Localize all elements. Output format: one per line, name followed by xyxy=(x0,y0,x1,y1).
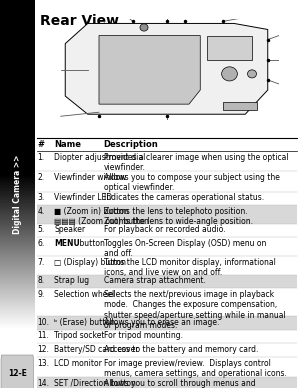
Text: 3.: 3. xyxy=(37,193,44,202)
Text: Allows you to erase an image.: Allows you to erase an image. xyxy=(103,318,219,327)
Text: 10.: 10. xyxy=(37,318,49,327)
Text: Digital Camera >>: Digital Camera >> xyxy=(13,154,22,234)
Text: Viewfinder LED: Viewfinder LED xyxy=(54,193,112,202)
Text: 9.: 9. xyxy=(37,290,44,299)
Text: For tripod mounting.: For tripod mounting. xyxy=(103,331,182,340)
FancyBboxPatch shape xyxy=(37,316,297,330)
Text: LCD monitor: LCD monitor xyxy=(54,359,102,367)
Text: 14.: 14. xyxy=(37,379,49,388)
Text: Access to the battery and memory card.: Access to the battery and memory card. xyxy=(103,345,258,354)
Text: □ (Display) button: □ (Display) button xyxy=(54,258,126,267)
Text: Battery/SD card cover: Battery/SD card cover xyxy=(54,345,139,354)
Text: 7.: 7. xyxy=(37,258,44,267)
FancyBboxPatch shape xyxy=(1,355,34,388)
Bar xyxy=(207,36,252,60)
Text: Rear View: Rear View xyxy=(40,14,119,28)
FancyBboxPatch shape xyxy=(37,275,297,288)
Bar xyxy=(223,102,256,110)
Text: Selection wheel: Selection wheel xyxy=(54,290,115,299)
Text: 1.: 1. xyxy=(37,153,44,162)
Polygon shape xyxy=(99,36,200,104)
Text: Name: Name xyxy=(54,140,81,149)
Text: Allows you to scroll through menus and
images, and then select your choices.: Allows you to scroll through menus and i… xyxy=(103,379,255,388)
Text: button: button xyxy=(77,239,105,248)
Text: 11.: 11. xyxy=(37,331,49,340)
Text: 8.: 8. xyxy=(37,276,44,285)
Text: Indicates the cameras operational status.: Indicates the cameras operational status… xyxy=(103,193,264,202)
Text: 5.: 5. xyxy=(37,225,44,234)
Text: Viewfinder window: Viewfinder window xyxy=(54,173,127,182)
Text: For image preview/review.  Displays control
menus, camera settings, and operatio: For image preview/review. Displays contr… xyxy=(103,359,286,378)
Text: 4.: 4. xyxy=(37,207,44,216)
Text: 12-E: 12-E xyxy=(8,369,27,378)
FancyBboxPatch shape xyxy=(37,205,297,224)
Text: Zooms the lens to telephoto position.
Zooms the lens to wide-angle position.: Zooms the lens to telephoto position. Zo… xyxy=(103,207,253,226)
Text: Diopter adjustment dial: Diopter adjustment dial xyxy=(54,153,146,162)
Text: Description: Description xyxy=(103,140,158,149)
Text: Speaker: Speaker xyxy=(54,225,86,234)
Text: Tripod socket: Tripod socket xyxy=(54,331,105,340)
Text: Toggles On-Screen Display (OSD) menu on
and off.: Toggles On-Screen Display (OSD) menu on … xyxy=(103,239,266,258)
Text: Strap lug: Strap lug xyxy=(54,276,89,285)
Text: For playback or recorded audio.: For playback or recorded audio. xyxy=(103,225,225,234)
FancyBboxPatch shape xyxy=(37,377,297,388)
Polygon shape xyxy=(65,23,268,114)
Text: Selects the next/previous image in playback
mode.  Changes the exposure compensa: Selects the next/previous image in playb… xyxy=(103,290,285,330)
Circle shape xyxy=(140,24,148,31)
Text: SET /Direction button: SET /Direction button xyxy=(54,379,136,388)
Circle shape xyxy=(222,67,237,81)
Text: 13.: 13. xyxy=(37,359,49,367)
Text: #: # xyxy=(37,140,44,149)
Text: 12.: 12. xyxy=(37,345,49,354)
Text: Turns the LCD monitor display, informational
icons, and live view on and off.: Turns the LCD monitor display, informati… xyxy=(103,258,275,277)
Text: 6.: 6. xyxy=(37,239,44,248)
Text: Allows you to compose your subject using the
optical viewfinder.: Allows you to compose your subject using… xyxy=(103,173,279,192)
Text: Provides a clearer image when using the optical
viewfinder.: Provides a clearer image when using the … xyxy=(103,153,288,172)
Text: 2.: 2. xyxy=(37,173,44,182)
Text: ᵇ (Erase) button: ᵇ (Erase) button xyxy=(54,318,115,327)
Circle shape xyxy=(248,70,256,78)
Text: MENU: MENU xyxy=(54,239,80,248)
Text: ■ (Zoom in) button
▤▤▤ (Zoom out) button: ■ (Zoom in) button ▤▤▤ (Zoom out) button xyxy=(54,207,149,226)
Text: Camera strap attachment.: Camera strap attachment. xyxy=(103,276,206,285)
